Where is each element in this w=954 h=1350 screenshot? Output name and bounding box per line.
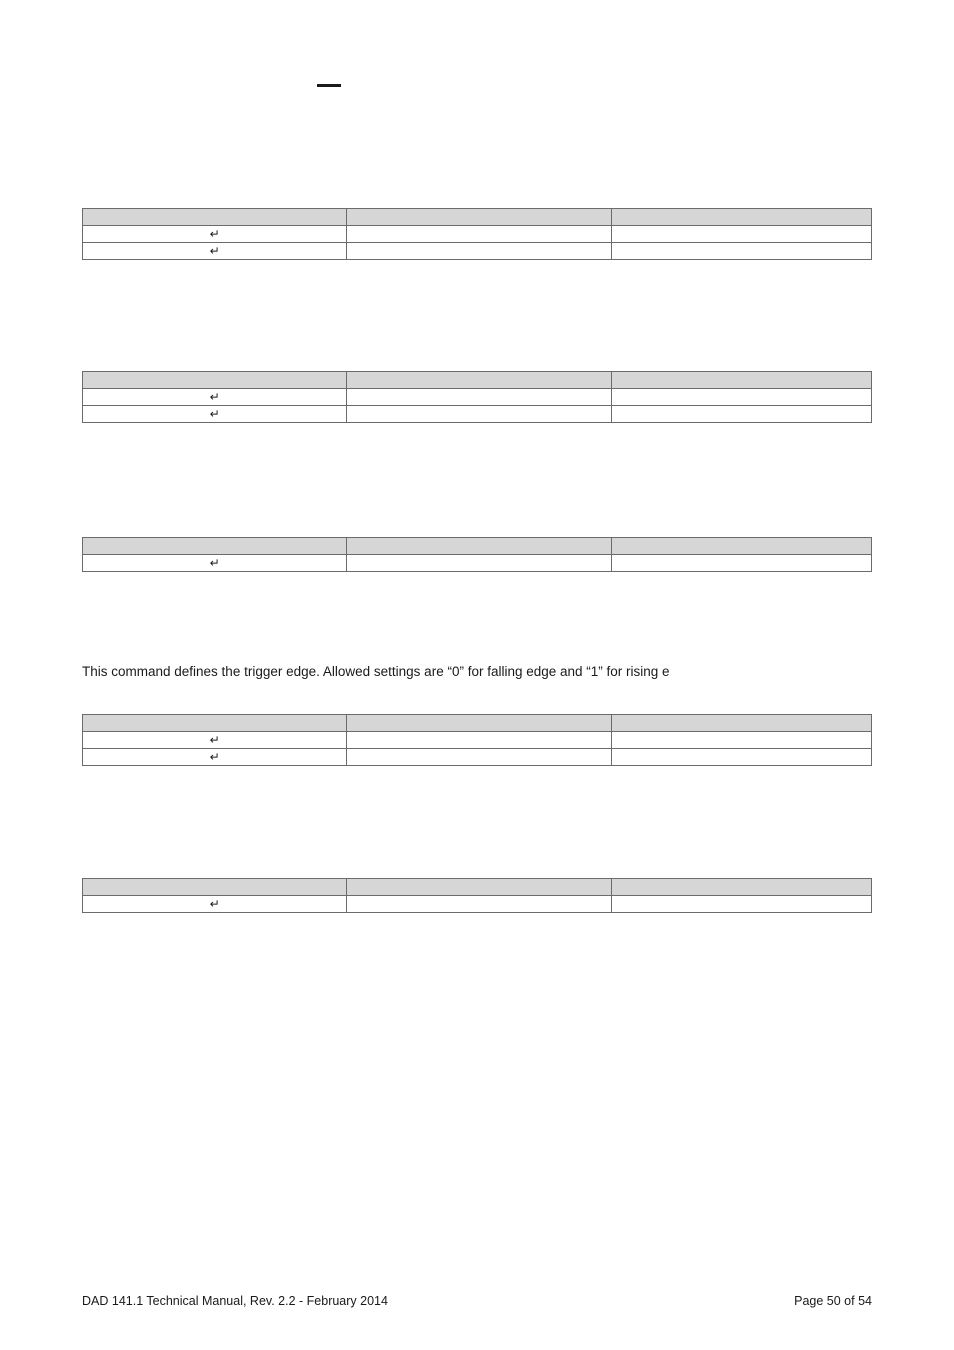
return-arrow-icon: ↵ bbox=[210, 556, 220, 570]
paragraph: This command defines the trigger edge. A… bbox=[82, 664, 872, 679]
table-cell: ↵ bbox=[83, 243, 347, 260]
table-cell: ↵ bbox=[83, 406, 347, 423]
table-row: ↵ bbox=[83, 896, 872, 913]
table-header-cell bbox=[347, 372, 611, 389]
table-cell bbox=[611, 389, 871, 406]
table-cell: ↵ bbox=[83, 749, 347, 766]
table-row: ↵ bbox=[83, 406, 872, 423]
table-cell bbox=[347, 226, 611, 243]
table-header-cell bbox=[611, 879, 871, 896]
table-cell: ↵ bbox=[83, 732, 347, 749]
table-header-cell bbox=[611, 715, 871, 732]
table-5-wrap: ↵ bbox=[82, 878, 872, 913]
return-arrow-icon: ↵ bbox=[210, 750, 220, 764]
table-2-wrap: ↵ ↵ bbox=[82, 371, 872, 423]
table-row: ↵ bbox=[83, 749, 872, 766]
table-header-cell bbox=[83, 715, 347, 732]
table-cell bbox=[347, 896, 611, 913]
table-cell bbox=[611, 749, 871, 766]
table-4: ↵ ↵ bbox=[82, 714, 872, 766]
table-cell bbox=[347, 749, 611, 766]
table-row: ↵ bbox=[83, 555, 872, 572]
footer-left: DAD 141.1 Technical Manual, Rev. 2.2 - F… bbox=[82, 1294, 388, 1308]
return-arrow-icon: ↵ bbox=[210, 897, 220, 911]
table-header-cell bbox=[83, 879, 347, 896]
table-cell bbox=[611, 732, 871, 749]
return-arrow-icon: ↵ bbox=[210, 733, 220, 747]
table-4-wrap: ↵ ↵ bbox=[82, 714, 872, 766]
table-header-cell bbox=[83, 372, 347, 389]
table-cell: ↵ bbox=[83, 555, 347, 572]
table-1-wrap: ↵ ↵ bbox=[82, 208, 872, 260]
table-cell bbox=[611, 226, 871, 243]
table-2: ↵ ↵ bbox=[82, 371, 872, 423]
table-cell: ↵ bbox=[83, 226, 347, 243]
table-cell: ↵ bbox=[83, 896, 347, 913]
table-1: ↵ ↵ bbox=[82, 208, 872, 260]
heading-dash bbox=[317, 84, 341, 87]
table-header-cell bbox=[347, 538, 611, 555]
table-cell bbox=[611, 896, 871, 913]
table-3-wrap: ↵ bbox=[82, 537, 872, 572]
table-header-cell bbox=[83, 209, 347, 226]
table-3: ↵ bbox=[82, 537, 872, 572]
page: ↵ ↵ ↵ bbox=[0, 0, 954, 1350]
table-cell bbox=[347, 243, 611, 260]
table-cell: ↵ bbox=[83, 389, 347, 406]
table-row: ↵ bbox=[83, 732, 872, 749]
return-arrow-icon: ↵ bbox=[210, 407, 220, 421]
table-header-cell bbox=[347, 879, 611, 896]
table-5: ↵ bbox=[82, 878, 872, 913]
return-arrow-icon: ↵ bbox=[210, 390, 220, 404]
table-cell bbox=[347, 732, 611, 749]
return-arrow-icon: ↵ bbox=[210, 244, 220, 258]
table-cell bbox=[347, 389, 611, 406]
table-row: ↵ bbox=[83, 389, 872, 406]
table-header-cell bbox=[611, 209, 871, 226]
table-cell bbox=[347, 555, 611, 572]
table-header-cell bbox=[611, 538, 871, 555]
table-header-cell bbox=[347, 715, 611, 732]
table-header-cell bbox=[611, 372, 871, 389]
table-cell bbox=[611, 406, 871, 423]
paragraph-text: This command defines the trigger edge. A… bbox=[82, 664, 872, 679]
table-header-cell bbox=[347, 209, 611, 226]
return-arrow-icon: ↵ bbox=[210, 227, 220, 241]
table-row: ↵ bbox=[83, 243, 872, 260]
table-cell bbox=[611, 555, 871, 572]
table-row: ↵ bbox=[83, 226, 872, 243]
footer-right: Page 50 of 54 bbox=[794, 1294, 872, 1308]
footer: DAD 141.1 Technical Manual, Rev. 2.2 - F… bbox=[82, 1294, 872, 1308]
table-header-cell bbox=[83, 538, 347, 555]
table-cell bbox=[347, 406, 611, 423]
table-cell bbox=[611, 243, 871, 260]
